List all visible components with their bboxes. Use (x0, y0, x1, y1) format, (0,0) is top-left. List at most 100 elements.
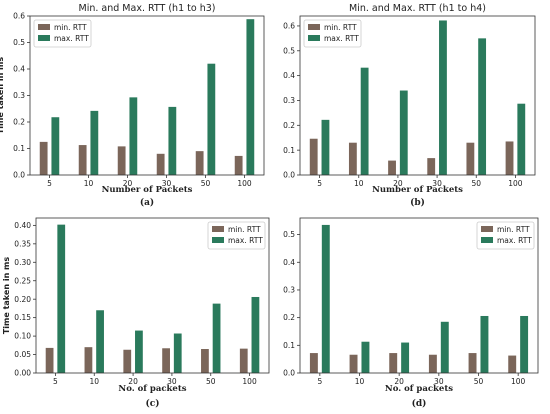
panel-caption: (b) (410, 197, 425, 208)
max-rtt-bar-50 (212, 303, 221, 373)
y-tick-label: 0.40 (14, 221, 31, 230)
chart-c: 5 10 20 30 50 100 0.00 0.05 0.10 0.15 0.20 0.25 0.30… (2, 217, 270, 409)
y-tick-label: 0.1 (283, 341, 295, 350)
panel-caption: (a) (140, 197, 154, 208)
min-rtt-bar-10 (349, 354, 358, 373)
x-tick-label-100: 100 (237, 179, 252, 188)
x-axis-label: Number of Packets (372, 185, 463, 195)
max-rtt-bar-100 (517, 103, 526, 175)
min-rtt-bar-5 (39, 141, 48, 176)
max-rtt-bar-5 (321, 119, 330, 175)
y-tick-label: 0.25 (14, 276, 31, 285)
min-rtt-bar-20 (117, 146, 126, 175)
y-tick-label: 0.0 (283, 171, 295, 180)
panel-caption: (d) (412, 398, 427, 409)
min-rtt-bar-10 (78, 145, 87, 175)
legend-label-min: min. RTT (497, 225, 530, 234)
x-tick-label-30: 30 (432, 179, 442, 188)
y-tick-label: 0.35 (14, 239, 31, 248)
max-rtt-bar-10 (96, 310, 104, 373)
x-tick-label-50: 50 (201, 179, 211, 188)
y-tick-label: 0.6 (283, 22, 295, 31)
max-rtt-bar-10 (361, 341, 370, 373)
max-rtt-bar-20 (129, 97, 138, 175)
min-rtt-bar-50 (195, 151, 204, 175)
legend: min. RTT max. RTT (207, 221, 266, 250)
y-tick-label: 0.2 (283, 313, 295, 322)
min-rtt-bar-20 (389, 353, 398, 373)
y-tick-label: 0.5 (283, 230, 295, 239)
x-tick-label-10: 10 (84, 179, 94, 188)
y-tick-label: 0.20 (14, 295, 31, 304)
y-tick-label: 0.5 (13, 38, 25, 47)
plot-frame (299, 217, 539, 374)
x-tick-label-5: 5 (317, 179, 322, 188)
y-tick-label: 0.15 (14, 313, 31, 322)
y-axis-label: Time taken in ms (2, 257, 11, 335)
y-tick-label: 0.6 (13, 12, 25, 21)
chart-b: Min. and Max. RTT (h1 to h4) 5 10 20 30 50 100… (283, 3, 536, 208)
legend-swatch-min (212, 226, 224, 232)
max-rtt-bar-20 (399, 90, 408, 175)
x-tick-label-10: 10 (355, 377, 365, 386)
x-tick-label-20: 20 (393, 179, 403, 188)
max-rtt-bar-10 (360, 67, 369, 175)
max-rtt-bar-20 (401, 342, 410, 373)
min-rtt-bar-30 (427, 158, 436, 175)
x-tick-label-50: 50 (471, 179, 481, 188)
min-rtt-bar-30 (162, 348, 170, 373)
legend-label-max: max. RTT (497, 236, 532, 245)
chart-title: Min. and Max. RTT (h1 to h3) (79, 3, 216, 14)
legend: min. RTT max. RTT (303, 19, 362, 48)
x-tick-label-5: 5 (47, 179, 52, 188)
max-rtt-bar-10 (90, 110, 99, 175)
y-tick-label: 0.3 (13, 91, 25, 100)
legend-label-min: min. RTT (228, 225, 261, 234)
x-tick-label-10: 10 (89, 377, 99, 386)
min-rtt-bar-20 (388, 160, 396, 175)
x-tick-label-20: 20 (123, 179, 133, 188)
min-rtt-bar-30 (156, 153, 165, 175)
min-rtt-bar-100 (508, 355, 517, 373)
x-tick-label-30: 30 (434, 377, 444, 386)
x-tick-label-5: 5 (317, 377, 322, 386)
max-rtt-bar-100 (251, 296, 260, 373)
y-tick-label: 0.5 (283, 46, 295, 55)
max-rtt-bar-30 (439, 20, 447, 175)
plot-frame (35, 217, 270, 374)
legend-swatch-max (38, 35, 50, 41)
y-tick-label: 0.1 (13, 144, 25, 153)
y-tick-label: 0.00 (14, 369, 31, 378)
legend-label-min: min. RTT (54, 23, 87, 32)
legend-swatch-max (212, 237, 224, 243)
plot-frame (29, 15, 265, 176)
y-tick-label: 0.2 (13, 118, 25, 127)
y-tick-label: 0.0 (283, 369, 295, 378)
min-rtt-bar-10 (84, 347, 93, 373)
x-axis-label: Number of Packets (102, 185, 193, 195)
x-axis-label: No. of packets (118, 384, 186, 394)
min-rtt-bar-100 (505, 141, 514, 175)
min-rtt-bar-5 (309, 353, 318, 373)
plot-frame (299, 15, 536, 176)
max-rtt-bar-50 (478, 38, 487, 175)
max-rtt-bar-30 (440, 321, 449, 373)
min-rtt-bar-100 (239, 348, 248, 373)
legend-swatch-max (481, 237, 493, 243)
legend: min. RTT max. RTT (476, 221, 535, 250)
min-rtt-bar-5 (309, 138, 318, 175)
max-rtt-bar-5 (321, 224, 330, 373)
min-rtt-bar-20 (123, 349, 132, 373)
legend-label-max: max. RTT (228, 236, 263, 245)
max-rtt-bar-100 (520, 315, 529, 373)
legend-label-max: max. RTT (324, 34, 359, 43)
x-tick-label-10: 10 (354, 179, 364, 188)
legend-swatch-min (481, 226, 493, 232)
y-tick-label: 0.05 (14, 350, 31, 359)
max-rtt-bar-100 (246, 19, 255, 176)
y-tick-label: 0.3 (283, 96, 295, 105)
max-rtt-bar-50 (207, 63, 216, 176)
min-rtt-bar-50 (468, 353, 477, 373)
chart-d: 5 10 20 30 50 100 0.0 0.1 0.2 0.3 0.4 0.5 No. of pac… (283, 217, 539, 409)
